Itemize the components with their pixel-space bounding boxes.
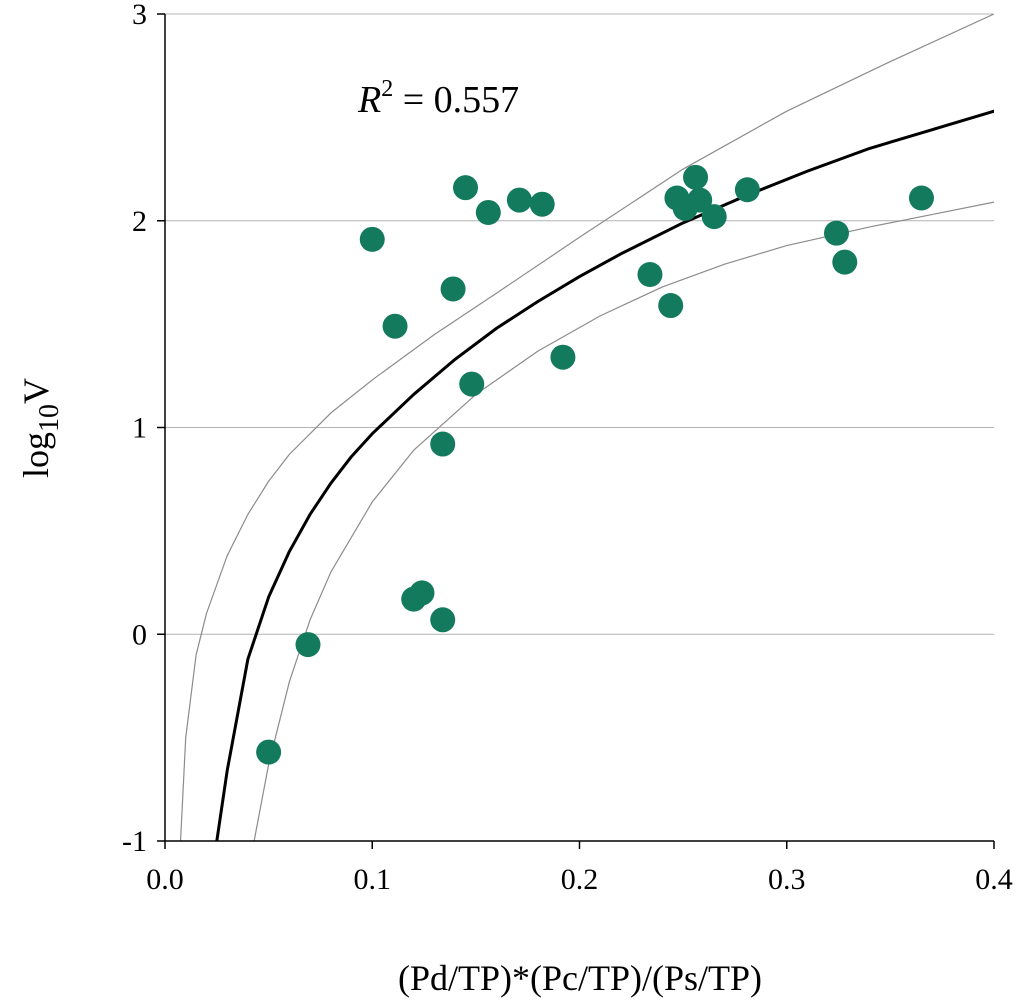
data-point-3 xyxy=(359,226,385,252)
data-point-25 xyxy=(832,249,858,275)
r-exponent: 2 xyxy=(381,76,393,102)
data-point-11 xyxy=(459,371,485,397)
x-tick-label: 0.0 xyxy=(146,863,184,896)
grid-lines xyxy=(165,13,994,635)
data-point-7 xyxy=(430,607,456,633)
y-tick-label: 3 xyxy=(132,0,147,31)
r-squared-annotation: R2 = 0.557 xyxy=(357,76,519,121)
confidence-band-lower xyxy=(253,201,994,841)
data-point-12 xyxy=(475,199,501,225)
data-point-20 xyxy=(683,164,709,190)
data-point-17 xyxy=(658,293,684,319)
data-points xyxy=(256,164,934,765)
y-tick-label: 2 xyxy=(132,205,147,238)
ticks: -1 0 1 2 3 0.0 0.1 0.2 0.3 0.4 xyxy=(122,0,1013,896)
y-axis-title: log10V xyxy=(16,378,65,478)
y-axis-title-main: log xyxy=(16,432,56,478)
data-point-4 xyxy=(382,313,408,339)
data-point-22 xyxy=(701,204,727,230)
r-symbol: R xyxy=(357,79,381,121)
data-point-23 xyxy=(734,177,760,203)
data-point-6 xyxy=(409,580,435,606)
x-tick-label: 0.4 xyxy=(975,863,1013,896)
data-point-13 xyxy=(506,187,532,213)
r-value: = 0.557 xyxy=(393,79,519,121)
x-tick-label: 0.2 xyxy=(561,863,599,896)
data-point-2 xyxy=(295,632,321,658)
y-axis-title-subscript: 10 xyxy=(34,404,65,432)
data-point-21 xyxy=(687,187,713,213)
y-tick-label: -1 xyxy=(122,825,147,858)
data-point-14 xyxy=(529,191,555,217)
x-tick-label: 0.1 xyxy=(354,863,392,896)
data-point-26 xyxy=(908,185,934,211)
y-axis-title-tail: V xyxy=(16,378,56,404)
y-tick-label: 1 xyxy=(132,412,147,445)
data-point-16 xyxy=(637,262,663,287)
data-point-8 xyxy=(430,431,456,457)
regression-fit-curve xyxy=(215,109,994,841)
data-point-9 xyxy=(440,276,466,302)
data-point-1 xyxy=(256,739,282,765)
data-point-15 xyxy=(550,344,576,370)
x-tick-label: 0.3 xyxy=(768,863,806,896)
y-tick-label: 0 xyxy=(132,618,147,651)
data-point-10 xyxy=(453,175,479,201)
data-point-24 xyxy=(823,220,849,246)
confidence-band-upper xyxy=(179,14,994,841)
x-axis-title: (Pd/TP)*(Pc/TP)/(Ps/TP) xyxy=(398,958,762,998)
